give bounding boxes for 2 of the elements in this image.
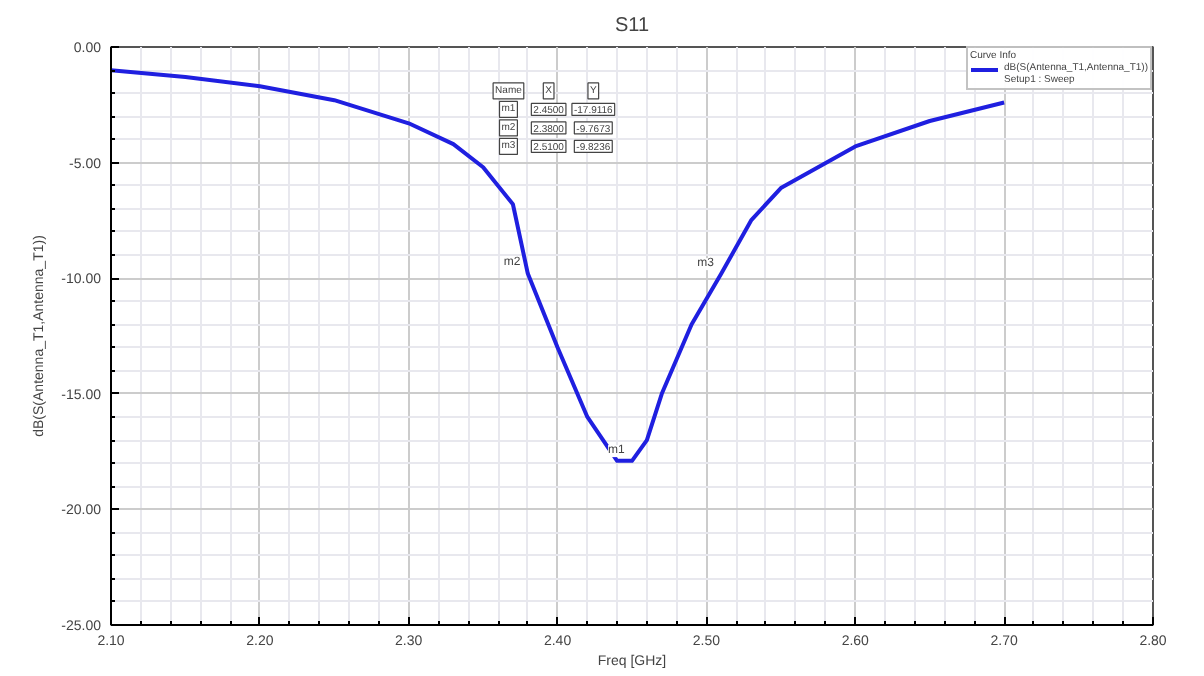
chart-title: S11 [614,15,650,37]
line-series [111,68,1007,463]
